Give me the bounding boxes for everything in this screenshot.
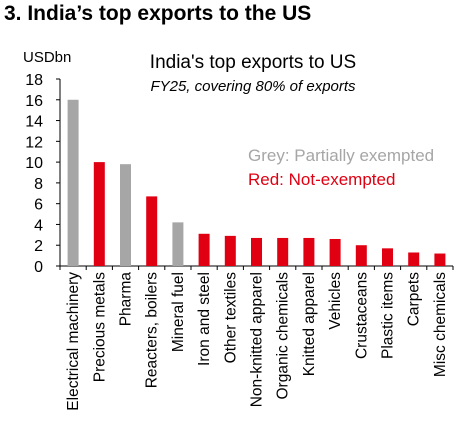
x-tick-label: Misc chemicals [432, 272, 449, 377]
y-axis-label: USDbn [23, 49, 71, 66]
bar [146, 196, 158, 266]
bar [120, 164, 131, 266]
y-tick-label: 4 [34, 217, 43, 234]
bar [198, 233, 210, 266]
y-tick-label: 18 [25, 72, 43, 89]
x-tick-label: Organic chemicals [275, 272, 292, 400]
x-tick-label: Pharma [118, 272, 135, 327]
y-tick-label: 10 [25, 155, 43, 172]
bar [303, 237, 315, 266]
x-tick-label: Plastic items [380, 272, 397, 359]
x-tick-label: Knitted apparel [301, 272, 318, 376]
plot-area: 0 2 4 6 8 10 12 14 16 18 Electrical machinery Preci… [25, 72, 454, 411]
x-tick-label: Iron and steel [196, 272, 213, 366]
section-title: 3. India’s top exports to the US [4, 2, 312, 25]
x-tick-label: Carpets [406, 272, 423, 327]
chart-title: India's top exports to US [150, 52, 356, 73]
bar [408, 252, 420, 266]
annotation-red: Red: Not-exempted [248, 170, 395, 189]
bar [382, 248, 393, 266]
bar [67, 99, 79, 267]
x-tick-label: Other textiles [222, 272, 239, 364]
y-tick-label: 6 [34, 197, 43, 214]
bar [251, 237, 262, 266]
y-tick-label: 8 [34, 176, 43, 193]
bar [329, 238, 341, 266]
x-tick-label: Vehicles [327, 272, 344, 330]
y-tick-label: 2 [34, 238, 43, 255]
bar [93, 162, 105, 266]
y-tick-label: 14 [25, 114, 43, 131]
y-tick-label: 0 [34, 259, 43, 276]
annotation-grey: Grey: Partially exempted [248, 146, 434, 165]
x-tick-label: Reacters, boilers [144, 272, 161, 389]
x-tick-label: Mineral fuel [170, 272, 187, 352]
x-tick-label: Crustaceans [353, 272, 370, 359]
bar [434, 253, 446, 266]
bar [172, 222, 184, 266]
y-tick-label: 16 [25, 93, 43, 110]
x-tick-label: Electrical machinery [65, 272, 82, 411]
y-tick-label: 12 [25, 134, 43, 151]
bar [277, 237, 289, 266]
bar [355, 245, 367, 266]
chart-subtitle: FY25, covering 80% of exports [150, 78, 356, 95]
x-tick-label: Precious metals [91, 272, 108, 383]
bar [224, 235, 236, 266]
x-tick-label: Non-knitted apparel [249, 272, 266, 407]
